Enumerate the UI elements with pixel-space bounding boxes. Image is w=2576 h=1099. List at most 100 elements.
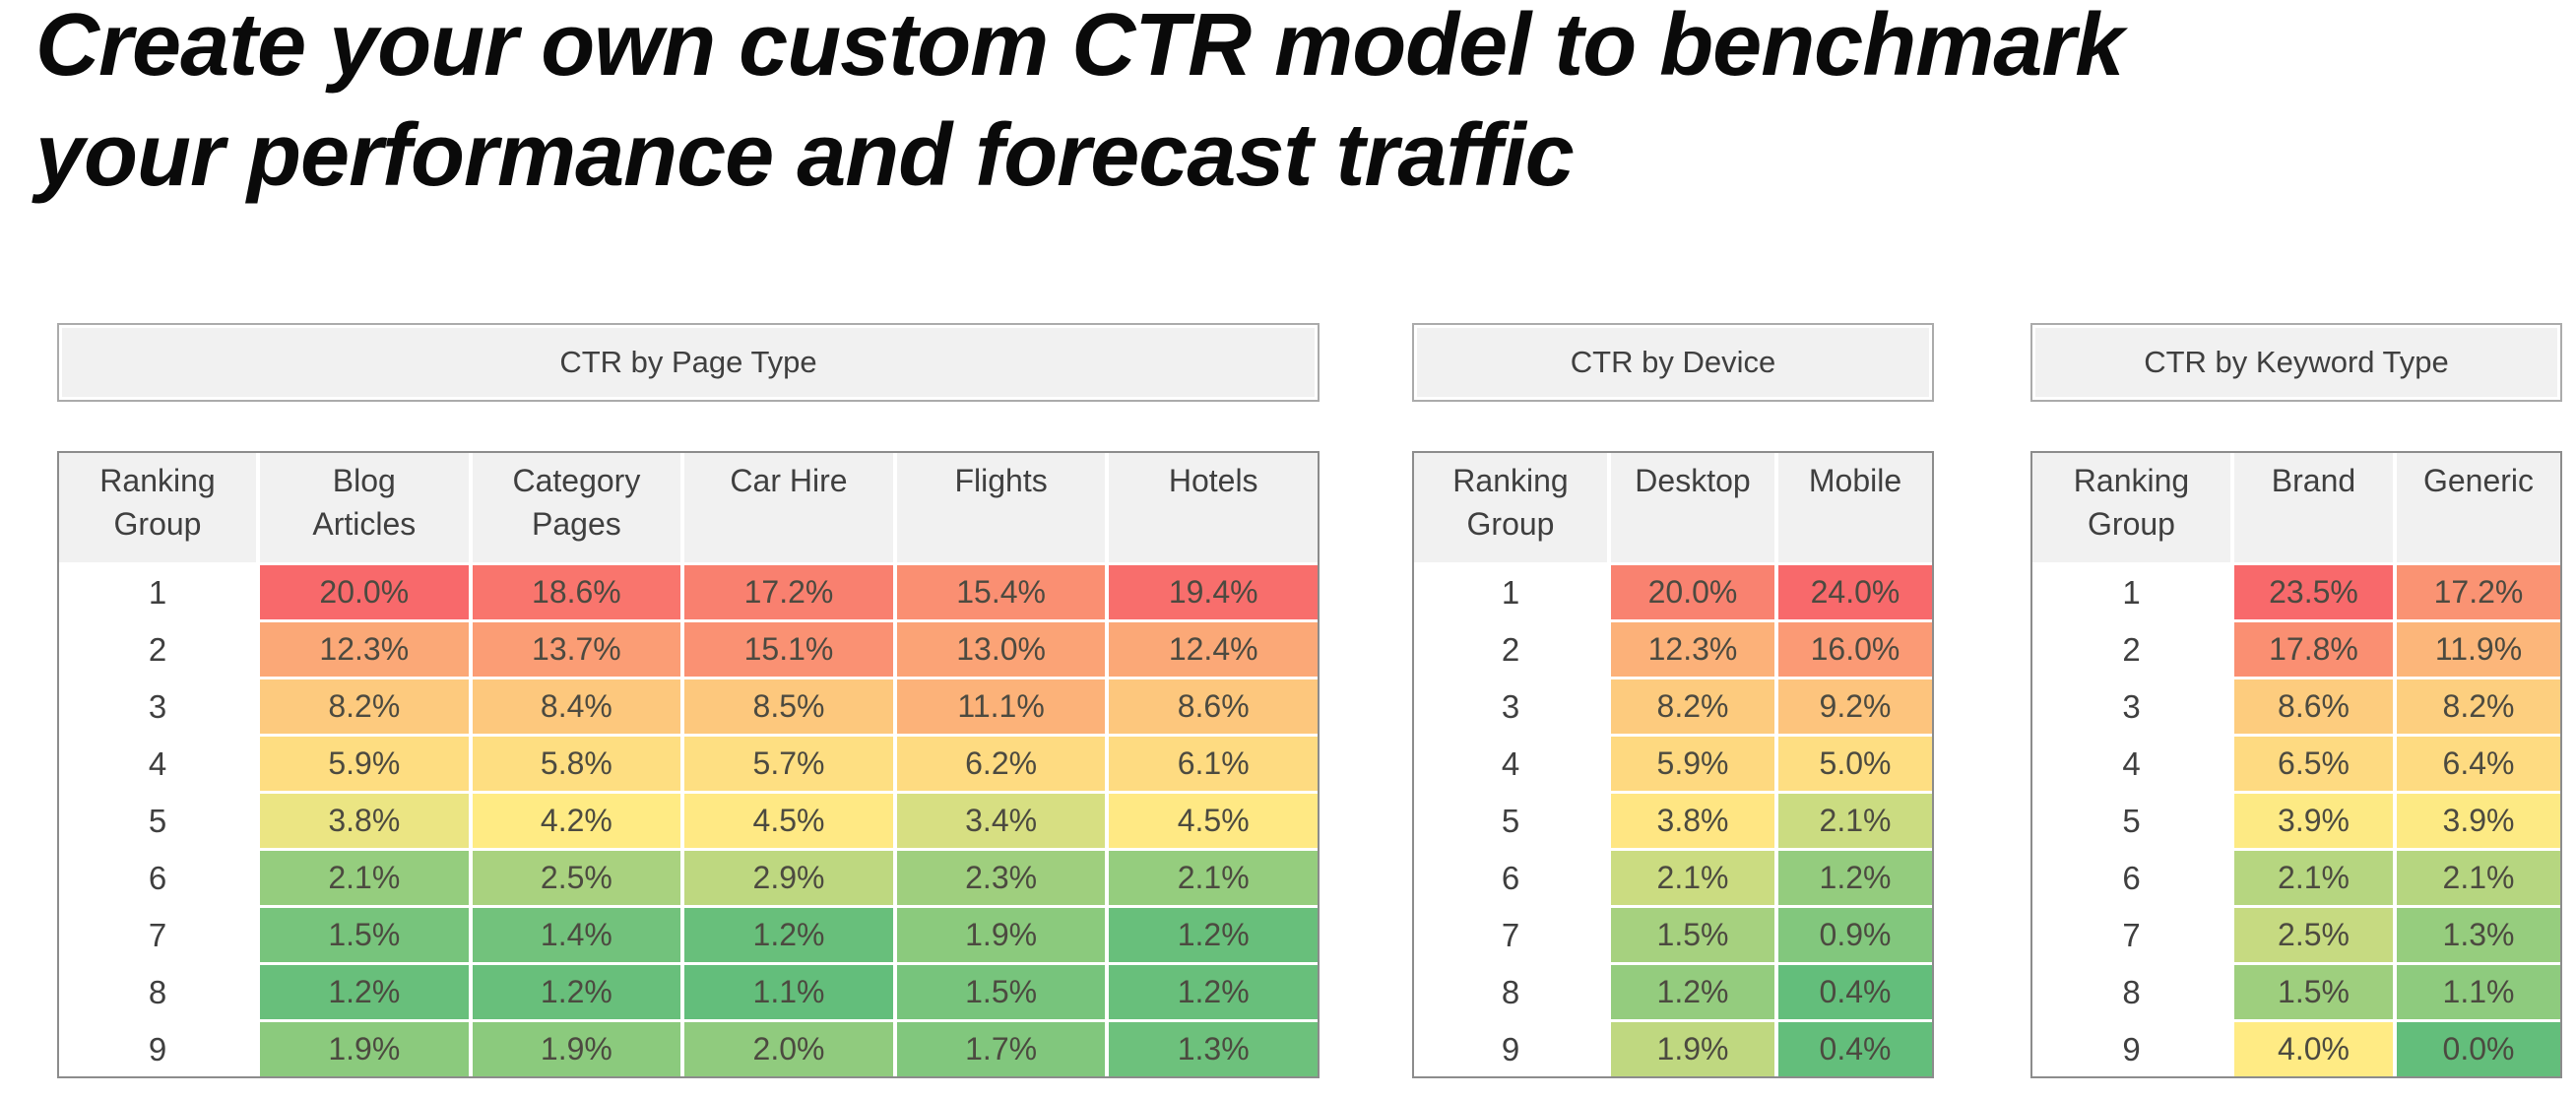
heatmap-cell: 1.1%: [684, 965, 893, 1019]
heatmap-cell: 5.9%: [260, 737, 469, 791]
heatmap-cell: 3.9%: [2234, 794, 2393, 848]
rank-cell: 9: [2032, 1022, 2230, 1076]
heatmap-cell: 0.0%: [2397, 1022, 2560, 1076]
rank-cell: 1: [1414, 565, 1607, 619]
column-header-hotels: Hotels: [1109, 453, 1318, 562]
heatmap-cell: 9.2%: [1778, 679, 1932, 734]
heatmap-cell: 24.0%: [1778, 565, 1932, 619]
heatmap-cell: 19.4%: [1109, 565, 1318, 619]
heatmap-cell: 1.2%: [472, 965, 681, 1019]
heatmap-cell: 1.2%: [1778, 851, 1932, 905]
heatmap-cell: 13.7%: [472, 622, 681, 677]
heatmap-cell: 8.2%: [1611, 679, 1774, 734]
heatmap-cell: 2.1%: [1109, 851, 1318, 905]
heatmap-cell: 15.1%: [684, 622, 893, 677]
heatmap-cell: 5.8%: [472, 737, 681, 791]
heatmap-cell: 1.9%: [1611, 1022, 1774, 1076]
heatmap-cell: 1.2%: [684, 908, 893, 962]
heatmap-cell: 2.9%: [684, 851, 893, 905]
rank-cell: 9: [59, 1022, 256, 1076]
column-header-ranking-group: Ranking Group: [1414, 453, 1607, 562]
heatmap-cell: 6.5%: [2234, 737, 2393, 791]
ctr-by-device-table: Ranking Group Desktop Mobile 1 20.0% 24.0% 2 12…: [1412, 451, 1934, 1078]
panel-title: CTR by Device: [1570, 345, 1776, 379]
heatmap-cell: 1.2%: [1611, 965, 1774, 1019]
heatmap-cell: 15.4%: [896, 565, 1106, 619]
rank-cell: 4: [59, 737, 256, 791]
heatmap-cell: 1.4%: [472, 908, 681, 962]
rank-cell: 5: [59, 794, 256, 848]
heatmap-cell: 11.9%: [2397, 622, 2560, 677]
rank-cell: 6: [2032, 851, 2230, 905]
heatmap-cell: 8.6%: [2234, 679, 2393, 734]
slide-title: Create your own custom CTR model to benc…: [35, 0, 2124, 211]
heatmap-cell: 2.5%: [2234, 908, 2393, 962]
heatmap-cell: 23.5%: [2234, 565, 2393, 619]
rank-cell: 3: [59, 679, 256, 734]
rank-cell: 6: [59, 851, 256, 905]
heatmap-cell: 1.2%: [260, 965, 469, 1019]
rank-cell: 8: [2032, 965, 2230, 1019]
heatmap-cell: 20.0%: [260, 565, 469, 619]
heatmap-cell: 2.1%: [2234, 851, 2393, 905]
heatmap-cell: 1.3%: [2397, 908, 2560, 962]
heatmap-cell: 1.2%: [1109, 965, 1318, 1019]
heatmap-cell: 4.5%: [684, 794, 893, 848]
heatmap-cell: 3.9%: [2397, 794, 2560, 848]
heatmap-cell: 0.4%: [1778, 965, 1932, 1019]
heatmap-cell: 1.9%: [472, 1022, 681, 1076]
heatmap-cell: 5.0%: [1778, 737, 1932, 791]
heatmap-cell: 2.1%: [1611, 851, 1774, 905]
heatmap-cell: 12.3%: [260, 622, 469, 677]
rank-cell: 8: [59, 965, 256, 1019]
column-header-desktop: Desktop: [1611, 453, 1774, 562]
rank-cell: 1: [59, 565, 256, 619]
column-header-blog-articles: Blog Articles: [260, 453, 469, 562]
heatmap-cell: 20.0%: [1611, 565, 1774, 619]
rank-cell: 2: [2032, 622, 2230, 677]
heatmap-cell: 6.2%: [896, 737, 1106, 791]
column-header-car-hire: Car Hire: [684, 453, 893, 562]
heatmap-cell: 1.3%: [1109, 1022, 1318, 1076]
column-header-category-pages: Category Pages: [472, 453, 681, 562]
column-header-brand: Brand: [2234, 453, 2393, 562]
heatmap-cell: 1.2%: [1109, 908, 1318, 962]
slide-title-line-1: Create your own custom CTR model to benc…: [35, 0, 2124, 95]
rank-cell: 5: [1414, 794, 1607, 848]
heatmap-cell: 1.9%: [260, 1022, 469, 1076]
heatmap-cell: 16.0%: [1778, 622, 1932, 677]
heatmap-cell: 1.9%: [896, 908, 1106, 962]
heatmap-cell: 2.0%: [684, 1022, 893, 1076]
heatmap-cell: 1.7%: [896, 1022, 1106, 1076]
heatmap-cell: 18.6%: [472, 565, 681, 619]
rank-cell: 3: [2032, 679, 2230, 734]
heatmap-cell: 5.9%: [1611, 737, 1774, 791]
column-header-flights: Flights: [896, 453, 1106, 562]
heatmap-cell: 0.4%: [1778, 1022, 1932, 1076]
heatmap-cell: 8.2%: [260, 679, 469, 734]
heatmap-cell: 4.5%: [1109, 794, 1318, 848]
rank-cell: 2: [1414, 622, 1607, 677]
heatmap-cell: 1.5%: [2234, 965, 2393, 1019]
heatmap-cell: 11.1%: [896, 679, 1106, 734]
heatmap-cell: 6.4%: [2397, 737, 2560, 791]
slide-title-line-2: your performance and forecast traffic: [35, 106, 1575, 205]
rank-cell: 6: [1414, 851, 1607, 905]
rank-cell: 7: [2032, 908, 2230, 962]
heatmap-cell: 8.2%: [2397, 679, 2560, 734]
heatmap-cell: 3.8%: [260, 794, 469, 848]
heatmap-cell: 1.5%: [1611, 908, 1774, 962]
heatmap-cell: 17.8%: [2234, 622, 2393, 677]
rank-cell: 8: [1414, 965, 1607, 1019]
heatmap-cell: 8.6%: [1109, 679, 1318, 734]
heatmap-cell: 8.5%: [684, 679, 893, 734]
heatmap-cell: 1.1%: [2397, 965, 2560, 1019]
heatmap-cell: 2.1%: [260, 851, 469, 905]
heatmap-cell: 8.4%: [472, 679, 681, 734]
column-header-ranking-group: Ranking Group: [2032, 453, 2230, 562]
heatmap-cell: 6.1%: [1109, 737, 1318, 791]
heatmap-cell: 0.9%: [1778, 908, 1932, 962]
heatmap-cell: 4.2%: [472, 794, 681, 848]
panel-header-ctr-by-page-type: CTR by Page Type: [57, 323, 1320, 402]
